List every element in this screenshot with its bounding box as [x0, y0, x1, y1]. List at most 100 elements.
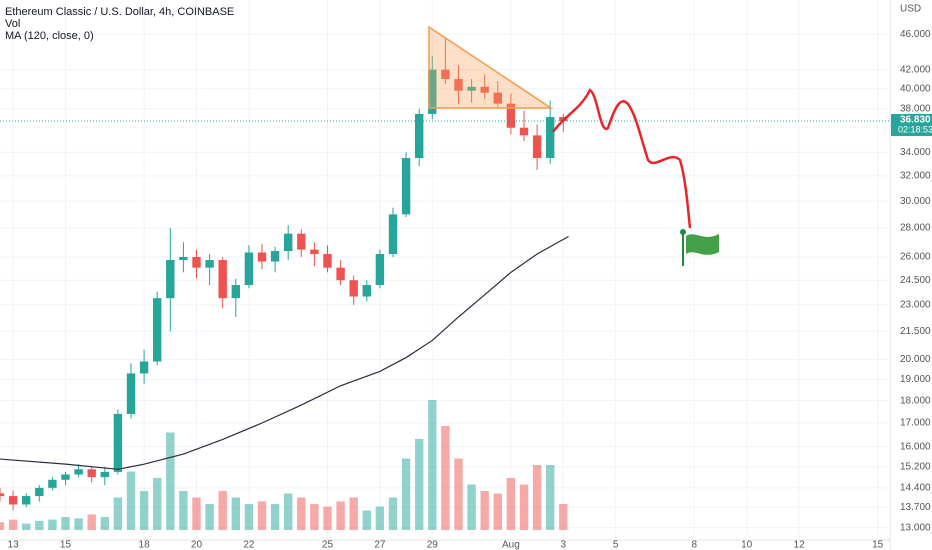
volume-layer: [0, 400, 568, 530]
candle-body: [74, 469, 83, 475]
last-price-tag: [891, 113, 932, 136]
candle-body: [506, 103, 516, 128]
y-tick-label: 23.000: [900, 300, 931, 311]
candle-body: [415, 113, 424, 159]
candle-body: [35, 487, 44, 497]
volume-bar: [126, 471, 136, 530]
candle-body: [284, 233, 293, 252]
candle-layer: [0, 38, 890, 511]
volume-bar: [113, 497, 123, 530]
volume-bar: [545, 465, 555, 530]
candle-body: [401, 158, 411, 215]
x-tick-label: 18: [139, 540, 151, 550]
y-tick-label: 15.200: [900, 461, 931, 472]
candle-body: [87, 469, 96, 478]
x-tick-label: Aug: [502, 540, 520, 550]
candle-body: [519, 127, 529, 136]
volume-bar: [87, 514, 96, 530]
y-axis-label: USD: [900, 4, 921, 15]
candle-body: [244, 252, 254, 286]
y-tick-label: 26.000: [900, 252, 931, 263]
candle-body: [113, 413, 123, 472]
chart-title: Ethereum Classic / U.S. Dollar, 4h, COIN…: [5, 6, 234, 18]
candle-body: [336, 267, 345, 281]
candle-body: [323, 254, 332, 268]
volume-bar: [441, 426, 450, 530]
y-tick-label: 17.000: [900, 418, 931, 429]
volume-bar: [218, 491, 227, 530]
candle-body: [428, 69, 437, 114]
y-tick-label: 13.000: [900, 522, 931, 533]
volume-bar: [22, 523, 31, 530]
candle-body: [270, 251, 280, 262]
x-tick-label: 22: [243, 540, 255, 550]
volume-bar: [192, 497, 201, 530]
x-tick-label: 25: [322, 540, 334, 550]
candle-body: [493, 92, 502, 104]
candle-body: [179, 257, 188, 261]
candle-body: [388, 214, 398, 255]
candle-body: [375, 254, 385, 286]
y-tick-label: 14.400: [900, 482, 931, 493]
y-tick-label: 32.000: [900, 171, 931, 182]
candle-body: [0, 493, 5, 497]
candle-body: [297, 233, 306, 250]
volume-bar: [270, 504, 280, 530]
x-tick-label: 3: [561, 540, 567, 550]
x-tick-label: 27: [374, 540, 386, 550]
candle-body: [166, 260, 175, 299]
volume-bar: [362, 510, 371, 530]
volume-bar: [179, 491, 188, 530]
candle-body: [231, 285, 240, 299]
y-tick-label: 18.000: [900, 395, 931, 406]
ma-line: [0, 236, 569, 470]
volume-bar: [323, 506, 332, 530]
volume-bar: [336, 501, 345, 530]
y-tick-label: 38.000: [900, 103, 931, 114]
candle-body: [126, 373, 136, 414]
candle-body: [153, 298, 162, 362]
volume-bar: [480, 491, 489, 530]
volume-bar: [166, 432, 175, 530]
y-tick-label: 24.500: [900, 275, 931, 286]
volume-bar: [559, 504, 568, 530]
volume-bar: [401, 458, 411, 530]
candle-body: [257, 252, 267, 262]
candle-body: [139, 361, 149, 374]
legend-volume: Vol: [5, 18, 20, 30]
triangle-drawing: [428, 25, 554, 109]
candle-body: [310, 249, 319, 255]
countdown: 02:18:53: [898, 124, 932, 134]
forecast-drawing: [551, 88, 692, 229]
volume-bar: [532, 465, 542, 530]
y-tick-label: 19.000: [900, 374, 931, 385]
candle-body: [441, 69, 450, 80]
volume-bar: [506, 478, 516, 530]
volume-bar: [310, 504, 319, 530]
x-tick-label: 20: [191, 540, 203, 550]
volume-bar: [205, 504, 214, 530]
volume-bar: [297, 497, 306, 530]
candle-body: [48, 479, 57, 488]
y-tick-label: 42.000: [900, 64, 931, 75]
y-tick-label: 16.000: [900, 441, 931, 452]
overlay: 46.000 42.000 40.000 38.000 34.000 32.000 30.0…: [8, 29, 932, 550]
candle-body: [532, 135, 542, 159]
last-price-label: 36.830: [900, 115, 931, 126]
volume-bar: [388, 497, 398, 530]
volume-bar: [244, 504, 254, 530]
volume-bar: [428, 400, 437, 530]
candle-body: [61, 474, 70, 480]
candle-body: [454, 79, 463, 91]
x-tick-label: 15: [60, 540, 72, 550]
volume-bar: [153, 478, 162, 530]
candle-body: [22, 496, 31, 505]
candle-body: [218, 260, 227, 299]
volume-bar: [139, 491, 149, 530]
candle-body: [8, 496, 18, 505]
candle-body: [362, 285, 371, 297]
y-tick-label: 21.500: [900, 326, 931, 337]
candle-body: [349, 280, 358, 297]
